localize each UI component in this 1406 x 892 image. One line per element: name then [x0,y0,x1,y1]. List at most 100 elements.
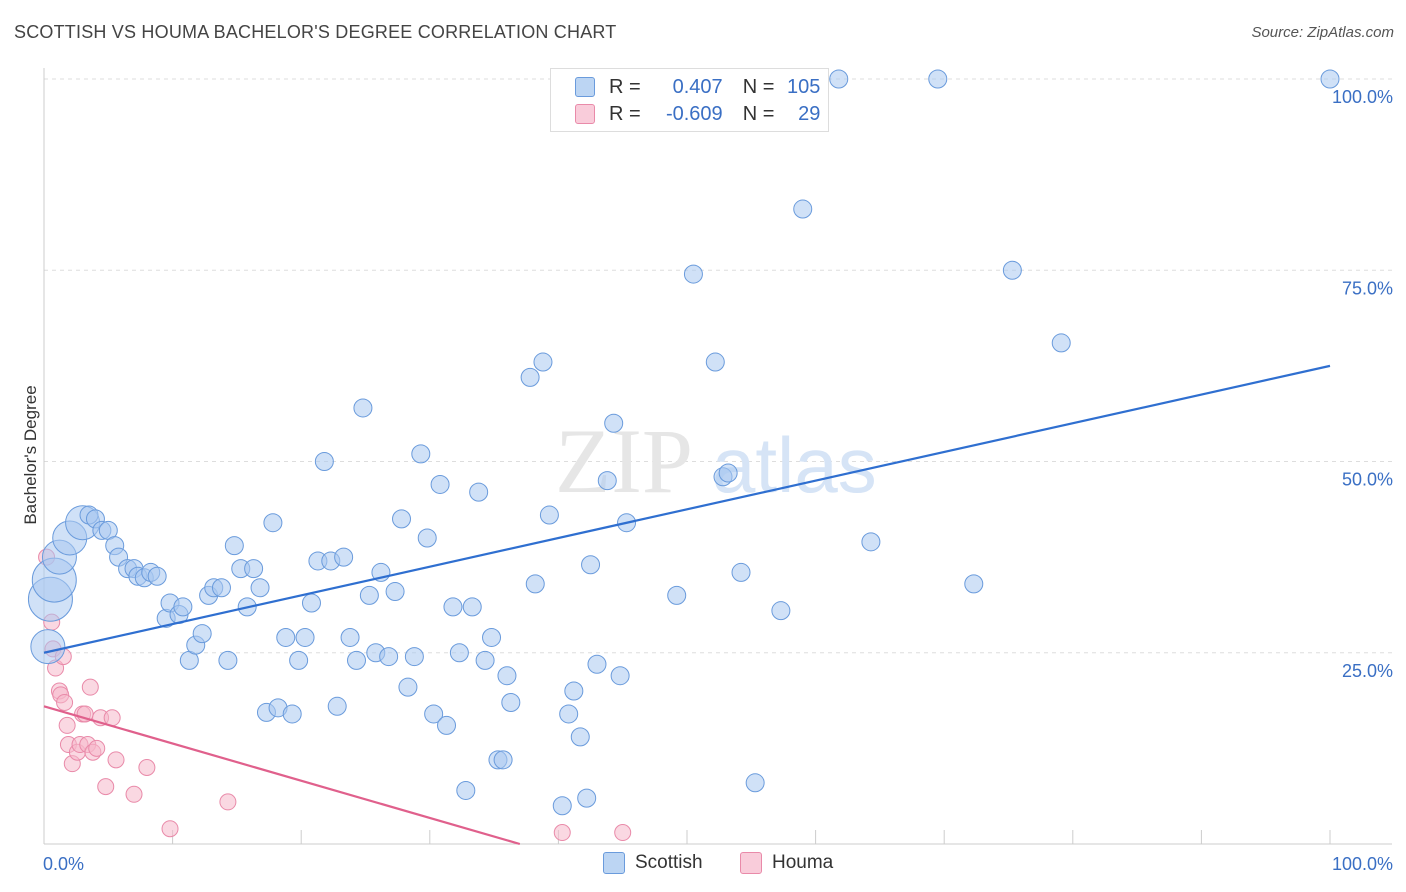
x-tick-label: 0.0% [43,854,84,874]
scottish-point [581,555,601,575]
scottish-point [1002,260,1022,280]
watermark-zip: ZIP [555,410,693,512]
scottish-point [449,643,469,663]
scottish-point [469,482,489,502]
scottish-point [493,750,513,770]
watermark-atlas: atlas [712,421,877,509]
houma-point [56,693,74,711]
scottish-point [289,650,309,670]
scottish-legend-label: Scottish [635,852,703,873]
chart-title: SCOTTISH VS HOUMA BACHELOR'S DEGREE CORR… [14,22,617,42]
r-label: R = [609,75,641,98]
scottish-point [964,574,984,594]
scottish-point [610,666,630,686]
houma-point [107,751,125,769]
scottish-point [570,727,590,747]
houma-point [219,793,237,811]
legend-row-scottish: R = 0.407 N = 105 [575,75,820,99]
scottish-point [771,601,791,621]
scottish-point [430,474,450,494]
scottish-points [27,69,1340,816]
scottish-point [559,704,579,724]
watermark: ZIP atlas [555,410,877,512]
houma-n-value: 29 [798,102,821,125]
scottish-legend-swatch-icon [603,852,625,874]
scottish-point [173,597,193,617]
x-tick-label: 100.0% [1332,854,1393,874]
scottish-point [539,505,559,525]
scottish-point [1051,333,1071,353]
bottom-legend-houma: Houma [740,852,833,874]
houma-point [97,778,115,796]
scottish-point [829,69,849,89]
scottish-point [443,597,463,617]
scottish-point [276,627,296,647]
y-tick-label: 50.0% [1342,470,1393,490]
scottish-point [718,463,738,483]
scottish-point [417,528,437,548]
scottish-point [314,452,334,471]
scottish-point [224,536,244,556]
scottish-point [462,597,482,617]
scottish-point [398,677,418,697]
houma-trend-line [43,705,521,846]
scottish-point [411,444,431,464]
scottish-point [793,199,813,219]
trend-lines [43,364,1331,846]
scottish-point [475,650,495,670]
houma-point [88,739,106,757]
correlation-legend: R = 0.407 N = 105 R = -0.609 N = 29 [550,68,829,132]
scottish-point [30,629,66,665]
r-label: R = [609,102,641,125]
scottish-point [604,413,624,433]
n-label: N = [742,102,775,125]
scottish-point [564,681,584,701]
scottish-point [861,532,881,552]
scottish-point [501,692,521,712]
scottish-point [147,566,167,586]
houma-point [553,824,571,842]
houma-point [161,820,179,838]
scottish-point [525,574,545,594]
scottish-point [705,352,725,372]
houma-points [38,548,632,842]
scottish-swatch-icon [575,77,595,97]
scottish-point [424,704,444,724]
scottish-r-value: 0.407 [672,75,723,98]
source-label: Source: ZipAtlas.com [1251,24,1394,41]
houma-point [125,785,143,803]
houma-r-value: -0.609 [665,102,723,125]
houma-legend-label: Houma [772,852,834,873]
scottish-point [497,666,517,686]
scottish-point [683,264,703,284]
scottish-point [192,624,212,644]
scottish-point [359,585,379,605]
houma-point [81,678,99,696]
scottish-point [456,780,476,800]
scottish-point [587,654,607,674]
scottish-point [211,578,231,598]
scottish-point [437,715,457,735]
scottish-point [244,559,264,579]
scottish-n-value: 105 [787,75,821,98]
tick-labels: 25.0% 50.0% 75.0% 100.0% 0.0% 100.0% [43,87,1393,874]
houma-point [138,759,156,776]
scottish-point [282,704,302,724]
houma-point [614,824,632,842]
scottish-point [1320,69,1340,89]
scottish-point [353,398,373,418]
scottish-point [928,69,948,89]
scottish-point [520,367,540,387]
scottish-point [250,578,270,598]
scottish-point [263,513,283,533]
y-tick-label: 75.0% [1342,278,1393,298]
houma-legend-swatch-icon [740,852,762,874]
y-tick-label: 25.0% [1342,661,1393,681]
legend-row-houma: R = -0.609 N = 29 [575,102,820,126]
scottish-point [745,773,765,793]
houma-swatch-icon [575,104,595,124]
scottish-point [731,562,751,582]
scottish-point [346,650,366,670]
scottish-point [667,585,687,605]
